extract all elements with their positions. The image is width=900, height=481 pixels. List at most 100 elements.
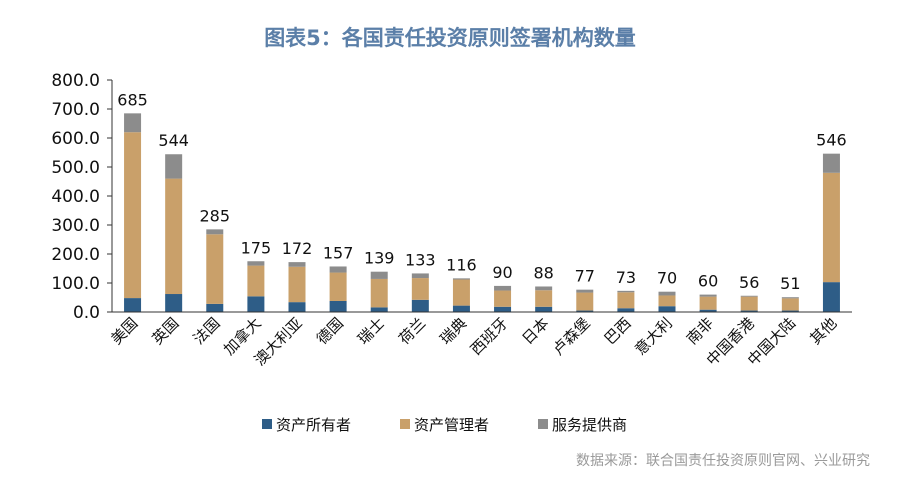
y-tick-label: 0.0 <box>73 303 100 323</box>
bar-segment <box>699 296 717 310</box>
data-label: 116 <box>446 255 477 274</box>
bar-segment <box>329 266 347 273</box>
data-label: 139 <box>364 249 395 268</box>
data-label: 157 <box>323 243 354 262</box>
bar-segment <box>494 285 512 291</box>
x-tick-label: 西班牙 <box>467 314 512 359</box>
x-tick-label: 法国 <box>190 314 224 348</box>
x-tick-label: 英国 <box>149 314 183 348</box>
data-label: 56 <box>739 273 759 292</box>
x-tick-label: 美国 <box>107 314 141 348</box>
data-label: 133 <box>405 250 436 269</box>
bar-segment <box>617 292 635 309</box>
legend-label: 资产所有者 <box>276 416 351 434</box>
bar-segment <box>658 291 676 296</box>
bar-segment <box>740 310 758 312</box>
bar-segment <box>576 292 594 311</box>
x-tick-label: 南非 <box>683 314 717 348</box>
bar-segment <box>494 306 512 312</box>
legend-swatch <box>262 419 272 429</box>
data-label: 70 <box>657 269 677 288</box>
bar-segment <box>370 307 388 312</box>
bar-segment <box>124 132 142 299</box>
bar-segment <box>452 279 470 306</box>
bar-segment <box>411 273 429 279</box>
bar-segment <box>329 300 347 312</box>
bar-segment <box>124 113 142 133</box>
bar-segment <box>822 172 840 283</box>
bar-segment <box>288 302 306 312</box>
bar-segment <box>822 282 840 312</box>
bar-segment <box>781 310 799 312</box>
bar-segment <box>658 306 676 312</box>
legend-label: 资产管理者 <box>414 416 489 434</box>
bar-segment <box>288 262 306 267</box>
y-tick-label: 500.0 <box>51 158 100 178</box>
data-label: 544 <box>158 131 189 150</box>
bar-segment <box>494 290 512 307</box>
y-tick-label: 800.0 <box>51 71 100 91</box>
bar-segment <box>370 278 388 308</box>
bar-segment <box>576 310 594 312</box>
bar-segment <box>329 272 347 301</box>
x-tick-label: 荷兰 <box>395 314 429 348</box>
x-tick-label: 瑞士 <box>354 314 388 348</box>
bar-segment <box>452 278 470 280</box>
data-label: 90 <box>492 263 512 282</box>
bar-segment <box>781 298 799 311</box>
bar-segment <box>617 290 635 293</box>
data-label: 77 <box>575 267 595 286</box>
y-tick-label: 600.0 <box>51 129 100 149</box>
data-label: 285 <box>200 206 231 225</box>
x-tick-label: 日本 <box>519 314 553 348</box>
legend-swatch <box>538 419 548 429</box>
bar-segment <box>206 229 224 235</box>
y-tick-label: 400.0 <box>51 187 100 207</box>
x-tick-label: 巴西 <box>601 314 635 348</box>
bar-segment <box>206 234 224 304</box>
y-tick-label: 300.0 <box>51 216 100 236</box>
bar-segment <box>124 298 142 312</box>
y-tick-label: 700.0 <box>51 100 100 120</box>
bar-segment <box>165 294 183 312</box>
bar-segment <box>740 296 758 311</box>
x-tick-label: 德国 <box>313 314 347 348</box>
data-label: 546 <box>816 131 847 150</box>
bar-segment <box>247 265 265 297</box>
bar-segment <box>452 305 470 312</box>
y-tick-label: 200.0 <box>51 245 100 265</box>
bar-segment <box>576 289 594 293</box>
bar-segment <box>699 309 717 312</box>
bar-segment <box>247 296 265 312</box>
data-label: 73 <box>616 268 636 287</box>
x-tick-label: 其他 <box>806 314 840 348</box>
bar-segment <box>535 306 553 312</box>
bar-segment <box>411 299 429 312</box>
data-label: 88 <box>533 263 553 282</box>
bar-segment <box>411 278 429 300</box>
data-label: 172 <box>282 239 313 258</box>
bar-segment <box>247 261 265 266</box>
bar-segment <box>535 286 553 291</box>
legend-swatch <box>400 419 410 429</box>
x-tick-label: 瑞典 <box>436 314 470 348</box>
bar-segment <box>165 178 183 295</box>
bar-segment <box>740 295 758 297</box>
bar-segment <box>699 294 717 297</box>
x-tick-label: 卢森堡 <box>549 314 594 359</box>
source-note: 数据来源：联合国责任投资原则官网、兴业研究 <box>576 453 870 469</box>
bar-segment <box>165 154 183 179</box>
data-label: 51 <box>780 274 800 293</box>
chart-title: 图表5：各国责任投资原则签署机构数量 <box>264 26 636 50</box>
bar-segment <box>370 271 388 279</box>
bar-segment <box>288 266 306 303</box>
bar-segment <box>206 303 224 312</box>
data-label: 685 <box>117 90 148 109</box>
bar-segment <box>781 297 799 299</box>
data-label: 175 <box>241 238 272 257</box>
legend: 资产所有者 资产管理者 服务提供商 <box>262 416 627 434</box>
legend-label: 服务提供商 <box>552 416 627 434</box>
bars <box>124 113 840 312</box>
